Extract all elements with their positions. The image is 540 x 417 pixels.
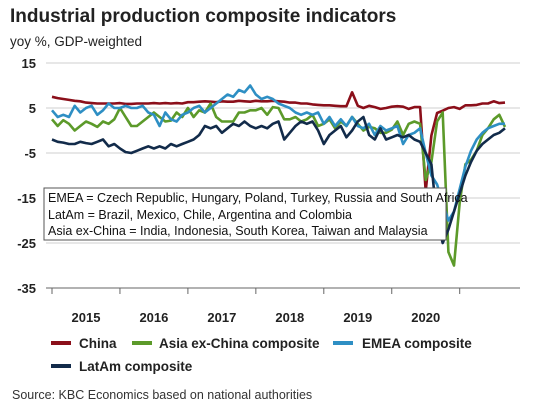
legend-label-asia: Asia ex-China composite xyxy=(159,336,320,351)
x-tick-label: 2019 xyxy=(343,310,372,325)
chart-subtitle: yoy %, GDP-weighted xyxy=(10,34,143,49)
legend: China Asia ex-China composite EMEA compo… xyxy=(51,336,472,374)
y-tick-label: 15 xyxy=(22,56,36,71)
y-tick-label: -5 xyxy=(24,146,36,161)
x-axis: 2015 2016 2017 2018 2019 2020 xyxy=(46,287,520,325)
note-box xyxy=(43,187,447,241)
note-line-emea: EMEA = Czech Republic, Hungary, Poland, … xyxy=(48,191,468,205)
y-tick-label: -15 xyxy=(17,191,36,206)
legend-label-emea: EMEA composite xyxy=(362,336,472,351)
emea-line xyxy=(51,84,505,222)
note-line-latam: LatAm = Brazil, Mexico, Chile, Argentina… xyxy=(48,208,352,222)
legend-label-china: China xyxy=(79,336,117,351)
note-line-asia: Asia ex-China = India, Indonesia, South … xyxy=(48,224,428,238)
chart-title: Industrial production composite indicato… xyxy=(10,6,397,27)
definitions-note: EMEA = Czech Republic, Hungary, Poland, … xyxy=(43,187,468,241)
y-axis: 15 5 -5 -15 -25 -35 xyxy=(17,56,36,296)
x-tick-label: 2018 xyxy=(275,310,304,325)
series-lines xyxy=(51,84,507,267)
legend-label-latam: LatAm composite xyxy=(79,359,193,374)
y-tick-label: -25 xyxy=(17,236,36,251)
x-tick-label: 2017 xyxy=(207,310,236,325)
latam-line xyxy=(51,115,506,245)
x-tick-label: 2015 xyxy=(72,310,101,325)
china-line xyxy=(51,91,506,193)
y-tick-label: 5 xyxy=(29,101,36,116)
x-tick-label: 2016 xyxy=(139,310,168,325)
x-tick-label: 2020 xyxy=(411,310,440,325)
source-note: Source: KBC Economics based on national … xyxy=(12,388,313,402)
y-tick-label: -35 xyxy=(17,281,36,296)
